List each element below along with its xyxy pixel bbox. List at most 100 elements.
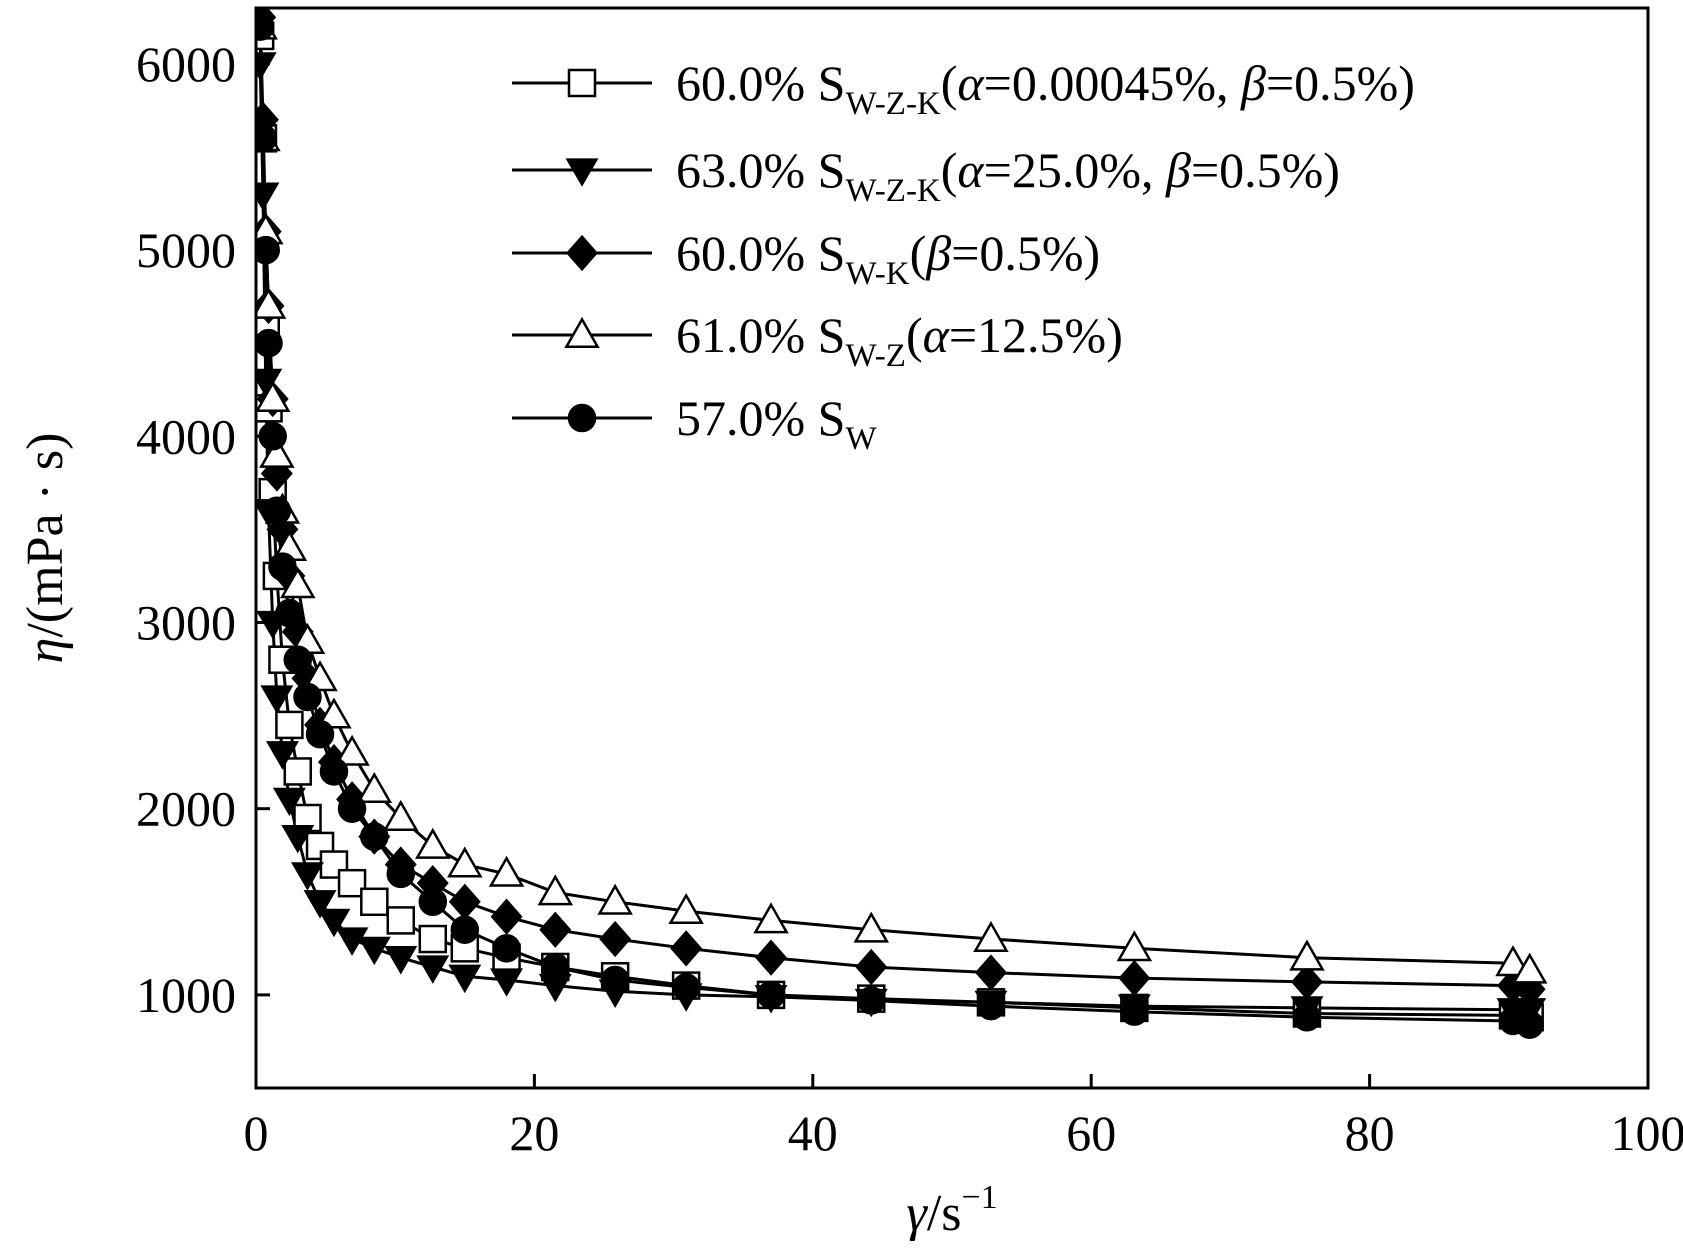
data-point (418, 924, 448, 954)
data-point (302, 660, 338, 692)
data-point (357, 936, 391, 966)
data-point (671, 973, 701, 1002)
data-point (450, 915, 480, 944)
data-point (317, 908, 351, 938)
data-point (256, 328, 283, 358)
legend-label: 57.0% SW (676, 390, 877, 457)
legend-item-3: 60.0% SW-K(β=0.5%) (512, 225, 1100, 292)
data-point (416, 955, 450, 984)
y-tick-label: 3000 (136, 594, 236, 650)
legend-label: 63.0% SW-Z-K(α=25.0%, β=0.5%) (676, 142, 1340, 209)
data-point (334, 734, 370, 766)
series-points-4 (256, 8, 1548, 984)
data-point (973, 920, 1009, 952)
data-point (1120, 997, 1149, 1026)
x-tick-label: 40 (788, 1105, 838, 1161)
data-point (259, 436, 295, 468)
data-point (275, 598, 304, 628)
data-point (1289, 939, 1325, 971)
data-point (541, 952, 570, 982)
data-point (275, 710, 304, 740)
x-tick-label: 100 (1611, 1105, 1683, 1161)
data-point (670, 930, 703, 967)
data-point (256, 12, 275, 41)
data-point (384, 946, 418, 975)
legend-label: 60.0% SW-Z-K(α=0.00045%, β=0.5%) (676, 55, 1415, 122)
y-tick-label: 6000 (136, 36, 236, 92)
data-point (415, 827, 451, 859)
data-point (360, 887, 389, 917)
data-point (1292, 1002, 1322, 1032)
y-tick-label: 2000 (136, 781, 236, 837)
data-point (599, 920, 632, 958)
data-point (853, 911, 890, 943)
data-point (260, 685, 294, 714)
data-point (293, 682, 322, 712)
data-point (539, 911, 572, 948)
data-point (492, 934, 521, 963)
data-point (1290, 963, 1323, 1001)
x-tick-label: 20 (509, 1105, 559, 1161)
y-tick-label: 5000 (136, 222, 236, 278)
legend-label: 60.0% SW-K(β=0.5%) (676, 225, 1100, 292)
y-tick-label: 4000 (136, 408, 236, 464)
data-point (855, 948, 888, 986)
data-point (319, 757, 349, 786)
data-point (262, 496, 292, 526)
y-axis-title: η/(mPa · s) (17, 433, 74, 664)
legend-label: 61.0% SW-Z(α=12.5%) (676, 307, 1123, 374)
data-point (356, 771, 393, 804)
data-point (668, 892, 704, 925)
data-point (537, 874, 574, 906)
x-tick-label: 60 (1066, 1105, 1116, 1161)
x-tick-label: 0 (244, 1105, 269, 1161)
y-tick-label: 1000 (136, 967, 236, 1023)
data-point (448, 883, 481, 920)
legend-marker (564, 316, 600, 348)
legend-item-2: 63.0% SW-Z-K(α=25.0%, β=0.5%) (512, 142, 1340, 209)
legend-marker (566, 234, 598, 272)
series-points-5 (256, 12, 1544, 1039)
data-point (976, 991, 1006, 1021)
data-point (1515, 1010, 1544, 1039)
data-point (857, 986, 886, 1015)
legend-item-4: 61.0% SW-Z(α=12.5%) (512, 307, 1123, 374)
data-point (268, 552, 297, 581)
y-axis-ticks: 1000 2000 3000 4000 5000 6000 (136, 36, 270, 1023)
data-point (360, 822, 389, 851)
data-point (337, 794, 367, 823)
data-point (265, 741, 299, 770)
data-point (335, 927, 369, 956)
data-point (283, 757, 313, 786)
data-point (256, 182, 280, 212)
data-point (597, 883, 633, 915)
legend-item-1: 60.0% SW-Z-K(α=0.00045%, β=0.5%) (512, 55, 1415, 122)
plot-frame (254, 6, 1650, 1090)
data-point (316, 697, 352, 729)
data-point (1118, 959, 1151, 997)
data-point (418, 887, 448, 917)
legend-marker (565, 158, 599, 187)
data-point (383, 799, 419, 831)
data-point (303, 890, 337, 919)
data-point (305, 719, 335, 749)
data-point (755, 939, 788, 976)
data-point (272, 787, 306, 817)
data-point (756, 980, 786, 1010)
data-point (283, 645, 313, 674)
data-point (291, 862, 324, 891)
data-point (488, 855, 525, 887)
data-point (1495, 945, 1531, 977)
legend: 60.0% SW-Z-K(α=0.00045%, β=0.5%) 63.0% SW… (512, 55, 1415, 457)
legend-marker (567, 403, 597, 433)
data-point (490, 898, 523, 935)
data-point (256, 52, 277, 81)
data-point (1116, 930, 1153, 962)
data-point (600, 965, 630, 995)
x-axis-ticks: 0 20 40 60 80 100 (244, 1074, 1683, 1161)
data-point (447, 846, 483, 878)
data-point (256, 124, 278, 153)
data-point (448, 964, 482, 994)
series-markers (256, 8, 1548, 1039)
